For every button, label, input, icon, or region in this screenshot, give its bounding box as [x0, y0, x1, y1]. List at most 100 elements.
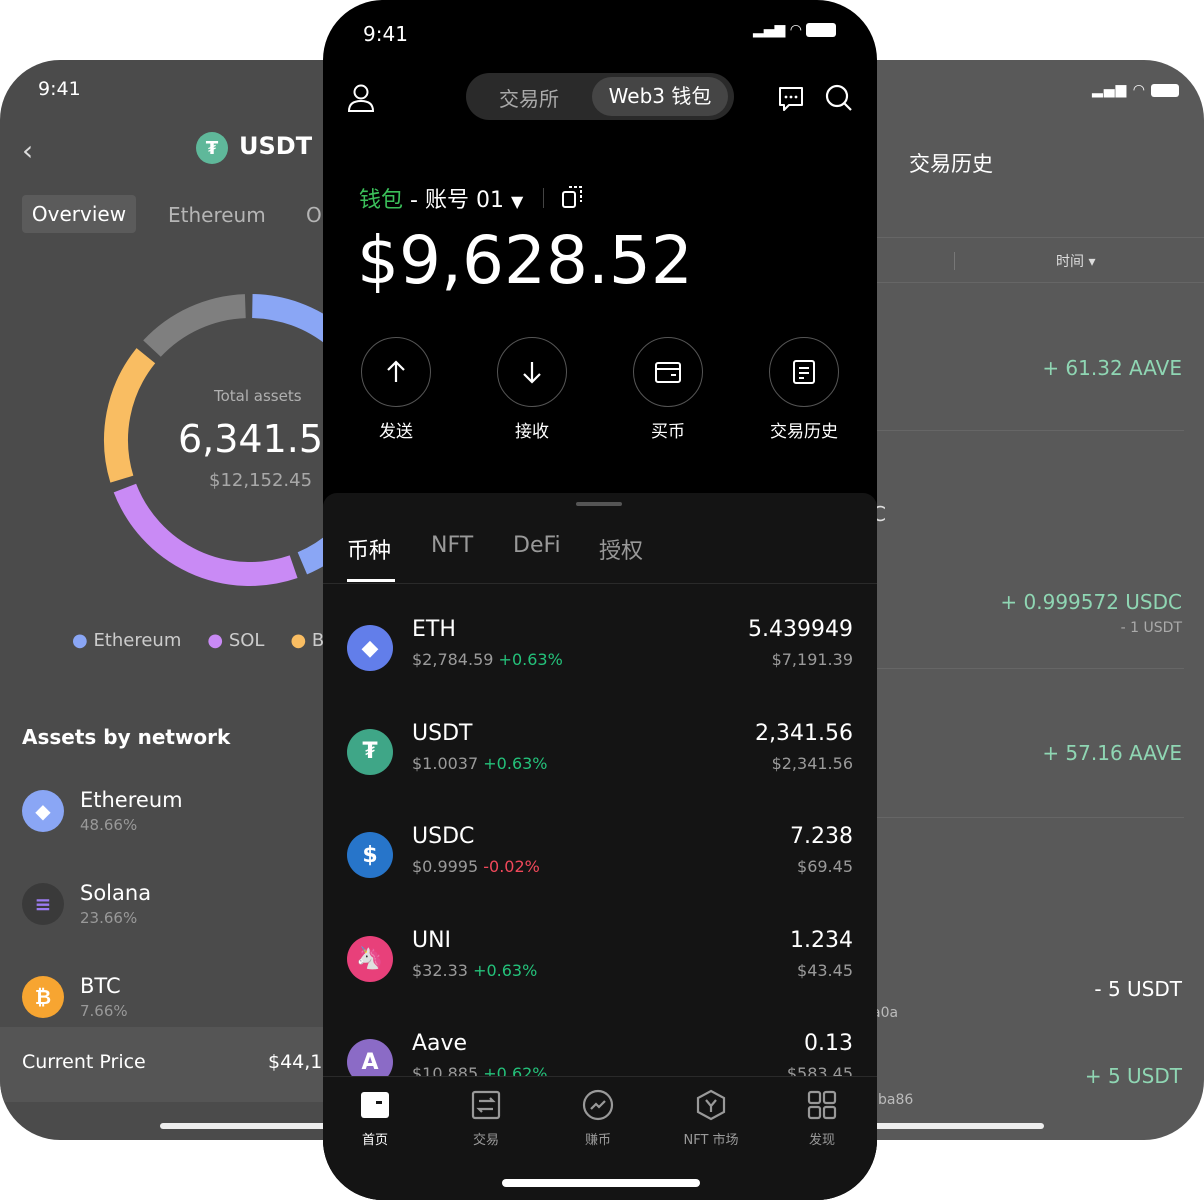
asset-row-uni[interactable]: 🦄 UNI $32.33 +0.63% 1.234 $43.45	[323, 928, 877, 1031]
asset-change: +0.63%	[498, 650, 563, 669]
nav-item-3[interactable]: NFT 市场	[656, 1089, 766, 1148]
nav-label: NFT 市场	[683, 1133, 739, 1148]
status-time: 9:41	[363, 22, 408, 46]
total-balance: $9,628.52	[357, 222, 693, 299]
nav-label: 赚币	[584, 1133, 611, 1148]
uni-icon: 🦄	[347, 935, 393, 982]
back-icon[interactable]: ‹	[22, 134, 34, 167]
home-indicator	[502, 1179, 700, 1187]
tab-overview[interactable]: Overview	[22, 195, 136, 233]
eth-icon: ◆	[347, 625, 393, 671]
divider	[800, 237, 1204, 238]
divider	[800, 817, 1184, 818]
nav-item-1[interactable]: 交易	[431, 1089, 541, 1148]
asset-change: +0.63%	[473, 960, 538, 980]
document-icon	[793, 360, 815, 384]
asset-row-eth[interactable]: ◆ ETH $2,784.59 +0.63% 5.439949 $7,191.3…	[323, 617, 877, 720]
donut-total: 6,341.56	[178, 417, 348, 461]
asset-row-usdt[interactable]: ₮ USDT $1.0037 +0.63% 2,341.56 $2,341.56	[323, 721, 877, 824]
current-price-label: Current Price	[22, 1051, 146, 1073]
segment-exchange[interactable]: 交易所	[499, 87, 559, 111]
bottom-nav: 首页 交易 赚币 NFT 市场 发现	[323, 1076, 877, 1200]
divider	[323, 583, 877, 584]
nav-item-2[interactable]: 赚币	[543, 1089, 653, 1148]
donut-segment-sol	[113, 483, 298, 586]
ethereum-icon: ◆	[22, 790, 64, 832]
status-icons: ▂▄▆ ◠	[753, 22, 837, 38]
profile-icon[interactable]	[347, 83, 375, 113]
arrow-up-icon	[387, 360, 405, 382]
home-icon	[361, 1092, 389, 1118]
time-filter-dropdown[interactable]: 时间 ▾	[1056, 254, 1096, 270]
wifi-icon: ◠	[789, 22, 802, 38]
signal-icon: ▂▄▆	[1092, 82, 1128, 98]
center-phone-web3-wallet: 9:41 ▂▄▆ ◠ 交易所 Web3 钱包 钱包 - 账号 01 ▼ $9,6…	[323, 0, 877, 1200]
caret-down-icon: ▼	[510, 192, 524, 211]
account-selector[interactable]: 钱包 - 账号 01 ▼	[359, 182, 523, 214]
action-2[interactable]: 买币	[633, 337, 703, 442]
asset-row-aave[interactable]: A Aave $10.885 +0.62% 0.13 $583.45	[323, 1031, 877, 1134]
asset-amount: 0.13	[804, 1031, 853, 1056]
asset-tab[interactable]: NFT	[431, 533, 474, 558]
battery-icon	[1151, 83, 1180, 97]
asset-change: +0.63%	[483, 753, 548, 773]
action-button[interactable]	[769, 337, 839, 407]
message-icon[interactable]	[777, 85, 805, 113]
tab-ethereum[interactable]: Ethereum	[168, 203, 266, 227]
wallet-label: 钱包	[359, 188, 404, 213]
search-icon[interactable]	[825, 84, 853, 112]
segment-web3-wallet[interactable]: Web3 钱包	[592, 77, 728, 116]
action-3[interactable]: 交易历史	[769, 337, 839, 442]
action-button[interactable]	[633, 337, 703, 407]
asset-value: $2,341.56	[771, 753, 853, 773]
status-time: 9:41	[38, 78, 81, 100]
arrow-down-icon	[523, 362, 541, 384]
page-title: USDT	[239, 132, 313, 160]
transaction-amount: + 61.32 AAVE	[1042, 356, 1182, 380]
caret-down-icon: ▾	[1088, 254, 1096, 270]
nav-label: 发现	[808, 1133, 835, 1148]
action-button[interactable]	[497, 337, 567, 407]
wifi-icon: ◠	[1132, 82, 1146, 98]
copy-address-icon[interactable]	[561, 184, 585, 210]
transaction-amount: - 5 USDT	[1094, 977, 1182, 1001]
home-indicator	[800, 1123, 1044, 1129]
asset-tab[interactable]: 授权	[599, 539, 644, 564]
asset-symbol: USDT	[412, 720, 473, 746]
donut-total-usd: $12,152.45	[209, 470, 313, 491]
action-label: 发送	[379, 422, 413, 442]
asset-price: $1.0037	[412, 753, 479, 773]
legend-ethereum: ● Ethereum	[72, 630, 182, 651]
network-pct: 48.66%	[80, 816, 138, 834]
tab-other[interactable]: O	[306, 203, 322, 227]
solana-icon: ≡	[22, 883, 64, 925]
mode-segmented-control: 交易所 Web3 钱包	[466, 73, 734, 120]
action-label: 买币	[651, 422, 685, 442]
asset-row-usdc[interactable]: $ USDC $0.9995 -0.02% 7.238 $69.45	[323, 824, 877, 927]
current-price-value: $44,1	[268, 1051, 323, 1073]
transaction-amount: + 5 USDT	[1084, 1064, 1182, 1088]
nav-item-0[interactable]: 首页	[323, 1089, 430, 1148]
action-button[interactable]	[361, 337, 431, 407]
earn-icon	[582, 1089, 614, 1121]
divider	[543, 188, 544, 208]
network-pct: 23.66%	[80, 909, 138, 927]
usdc-icon: $	[347, 832, 393, 878]
nav-item-4[interactable]: 发现	[767, 1089, 877, 1148]
asset-price: $32.33	[412, 960, 468, 980]
bitcoin-icon: ₿	[22, 976, 64, 1018]
asset-tab[interactable]: 币种	[347, 539, 392, 564]
action-1[interactable]: 接收	[497, 337, 567, 442]
transaction-sub-amount: - 1 USDT	[1120, 620, 1182, 636]
transaction-amount: + 0.999572 USDC	[1000, 590, 1182, 614]
transaction-address: ba86	[878, 1092, 914, 1108]
transaction-amount: + 57.16 AAVE	[1042, 741, 1182, 765]
donut-segment-other	[143, 294, 247, 358]
asset-tab[interactable]: DeFi	[513, 533, 561, 558]
asset-amount: 2,341.56	[755, 720, 853, 746]
asset-amount: 7.238	[790, 824, 853, 849]
action-0[interactable]: 发送	[361, 337, 431, 442]
donut-center-label: Total assets	[214, 387, 302, 405]
drag-handle[interactable]	[576, 502, 622, 506]
action-label: 接收	[515, 422, 549, 442]
